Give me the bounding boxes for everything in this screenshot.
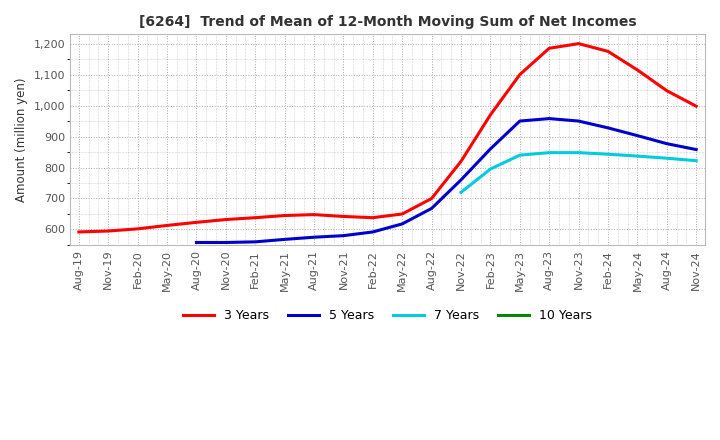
5 Years xyxy=(251,239,259,245)
5 Years xyxy=(427,206,436,211)
5 Years xyxy=(280,237,289,242)
3 Years xyxy=(75,229,84,235)
5 Years xyxy=(692,147,701,152)
7 Years xyxy=(456,190,465,195)
3 Years xyxy=(222,217,230,222)
5 Years xyxy=(192,240,201,245)
3 Years xyxy=(251,215,259,220)
5 Years xyxy=(486,146,495,151)
3 Years xyxy=(339,214,348,219)
3 Years xyxy=(310,212,318,217)
5 Years xyxy=(545,116,554,121)
3 Years xyxy=(633,67,642,73)
Title: [6264]  Trend of Mean of 12-Month Moving Sum of Net Incomes: [6264] Trend of Mean of 12-Month Moving … xyxy=(139,15,636,29)
Legend: 3 Years, 5 Years, 7 Years, 10 Years: 3 Years, 5 Years, 7 Years, 10 Years xyxy=(178,304,598,327)
7 Years xyxy=(575,150,583,155)
7 Years xyxy=(516,153,524,158)
3 Years xyxy=(192,220,201,225)
3 Years xyxy=(545,46,554,51)
3 Years xyxy=(398,211,407,216)
7 Years xyxy=(545,150,554,155)
5 Years xyxy=(575,118,583,124)
5 Years xyxy=(516,118,524,124)
3 Years xyxy=(692,103,701,109)
Line: 5 Years: 5 Years xyxy=(197,119,696,242)
7 Years xyxy=(633,154,642,159)
3 Years xyxy=(486,112,495,117)
3 Years xyxy=(104,228,112,234)
3 Years xyxy=(280,213,289,218)
3 Years xyxy=(456,159,465,164)
7 Years xyxy=(603,151,612,157)
5 Years xyxy=(222,240,230,245)
3 Years xyxy=(662,88,671,93)
7 Years xyxy=(692,158,701,163)
3 Years xyxy=(575,41,583,46)
5 Years xyxy=(310,235,318,240)
5 Years xyxy=(662,141,671,147)
3 Years xyxy=(427,196,436,201)
5 Years xyxy=(633,133,642,138)
3 Years xyxy=(516,72,524,77)
3 Years xyxy=(163,223,171,228)
Line: 3 Years: 3 Years xyxy=(79,44,696,232)
5 Years xyxy=(339,233,348,238)
5 Years xyxy=(369,229,377,235)
5 Years xyxy=(603,125,612,131)
5 Years xyxy=(456,177,465,183)
Line: 7 Years: 7 Years xyxy=(461,153,696,192)
3 Years xyxy=(603,49,612,54)
3 Years xyxy=(369,215,377,220)
7 Years xyxy=(662,156,671,161)
7 Years xyxy=(486,166,495,172)
5 Years xyxy=(398,221,407,227)
Y-axis label: Amount (million yen): Amount (million yen) xyxy=(15,77,28,202)
3 Years xyxy=(133,226,142,231)
